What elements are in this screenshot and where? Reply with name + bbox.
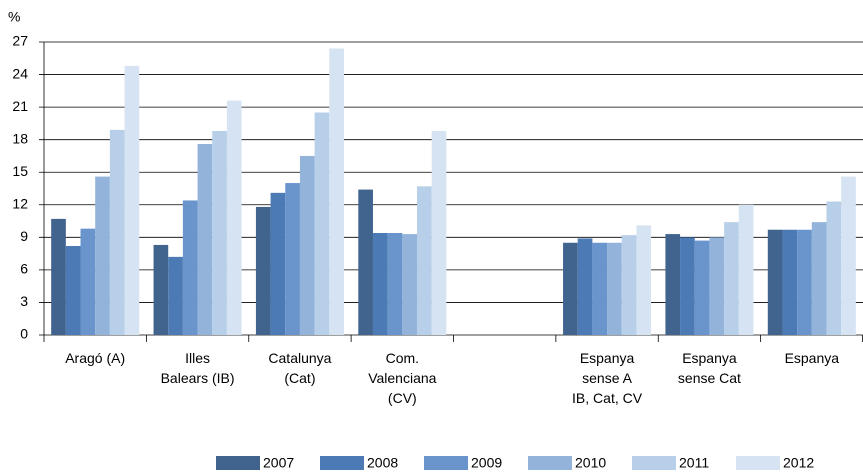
bar — [51, 218, 66, 335]
bar — [416, 186, 432, 335]
bar — [65, 246, 81, 335]
x-tick-label: Illes Balears (IB) — [161, 350, 235, 386]
bar — [299, 155, 315, 335]
bar — [255, 206, 271, 335]
bar — [694, 240, 710, 335]
bar — [226, 100, 242, 335]
x-tick-label: Espanya sense Cat — [678, 350, 741, 386]
bar — [168, 256, 183, 335]
bar — [563, 242, 578, 335]
legend-swatch — [736, 456, 780, 470]
y-tick-label: 12 — [12, 195, 28, 211]
bar — [577, 238, 593, 335]
x-tick-label: Aragó (A) — [65, 350, 125, 366]
bar — [738, 204, 754, 335]
bar — [182, 200, 198, 335]
bar — [153, 244, 169, 335]
bar — [811, 222, 827, 335]
legend-label: 2012 — [783, 455, 814, 471]
y-tick-label: 18 — [12, 130, 28, 146]
bar — [680, 237, 695, 335]
bar — [95, 176, 110, 335]
x-tick-label: Com. Valenciana (CV) — [368, 350, 436, 406]
bar — [709, 237, 725, 335]
y-tick-label: 0 — [20, 326, 28, 342]
x-tick-label: Espanya — [785, 350, 840, 366]
y-tick-label: 15 — [12, 163, 28, 179]
bar — [621, 235, 637, 335]
bar — [665, 234, 681, 335]
y-tick-label: 21 — [12, 98, 28, 114]
bar — [387, 232, 403, 335]
bar — [285, 183, 300, 335]
legend-label: 2008 — [367, 455, 398, 471]
x-tick-label: Catalunya (Cat) — [268, 350, 331, 386]
legend-swatch — [632, 456, 676, 470]
bar — [402, 234, 417, 335]
y-tick-label: 9 — [20, 228, 28, 244]
bar — [782, 229, 798, 335]
bar — [372, 232, 388, 335]
bar — [124, 65, 140, 335]
bar — [314, 112, 330, 335]
legend-label: 2010 — [575, 455, 606, 471]
bar — [197, 144, 213, 335]
y-tick-label: 3 — [20, 293, 28, 309]
bar — [80, 228, 96, 335]
legend-swatch — [528, 456, 572, 470]
bar — [270, 192, 286, 335]
bar — [212, 130, 227, 335]
bar — [592, 242, 608, 335]
legend-label: 2011 — [679, 455, 709, 471]
bar — [431, 130, 447, 335]
legend-swatch — [424, 456, 468, 470]
bar — [109, 129, 125, 335]
bar — [826, 201, 842, 335]
bar — [724, 222, 739, 335]
legend-label: 2007 — [263, 455, 294, 471]
bar — [636, 225, 652, 335]
legend-swatch — [320, 456, 364, 470]
bar — [767, 229, 783, 335]
x-tick-label: Espanya sense A IB, Cat, CV — [572, 350, 643, 406]
bar — [607, 242, 622, 335]
bar — [358, 189, 373, 335]
bar — [841, 176, 856, 335]
legend-label: 2009 — [471, 455, 502, 471]
bar — [329, 48, 344, 336]
y-tick-label: 6 — [20, 261, 28, 277]
legend-swatch — [216, 456, 260, 470]
bar — [797, 229, 812, 335]
y-tick-label: 24 — [12, 65, 28, 81]
y-axis-label: % — [8, 9, 20, 25]
y-tick-label: 27 — [12, 33, 28, 49]
